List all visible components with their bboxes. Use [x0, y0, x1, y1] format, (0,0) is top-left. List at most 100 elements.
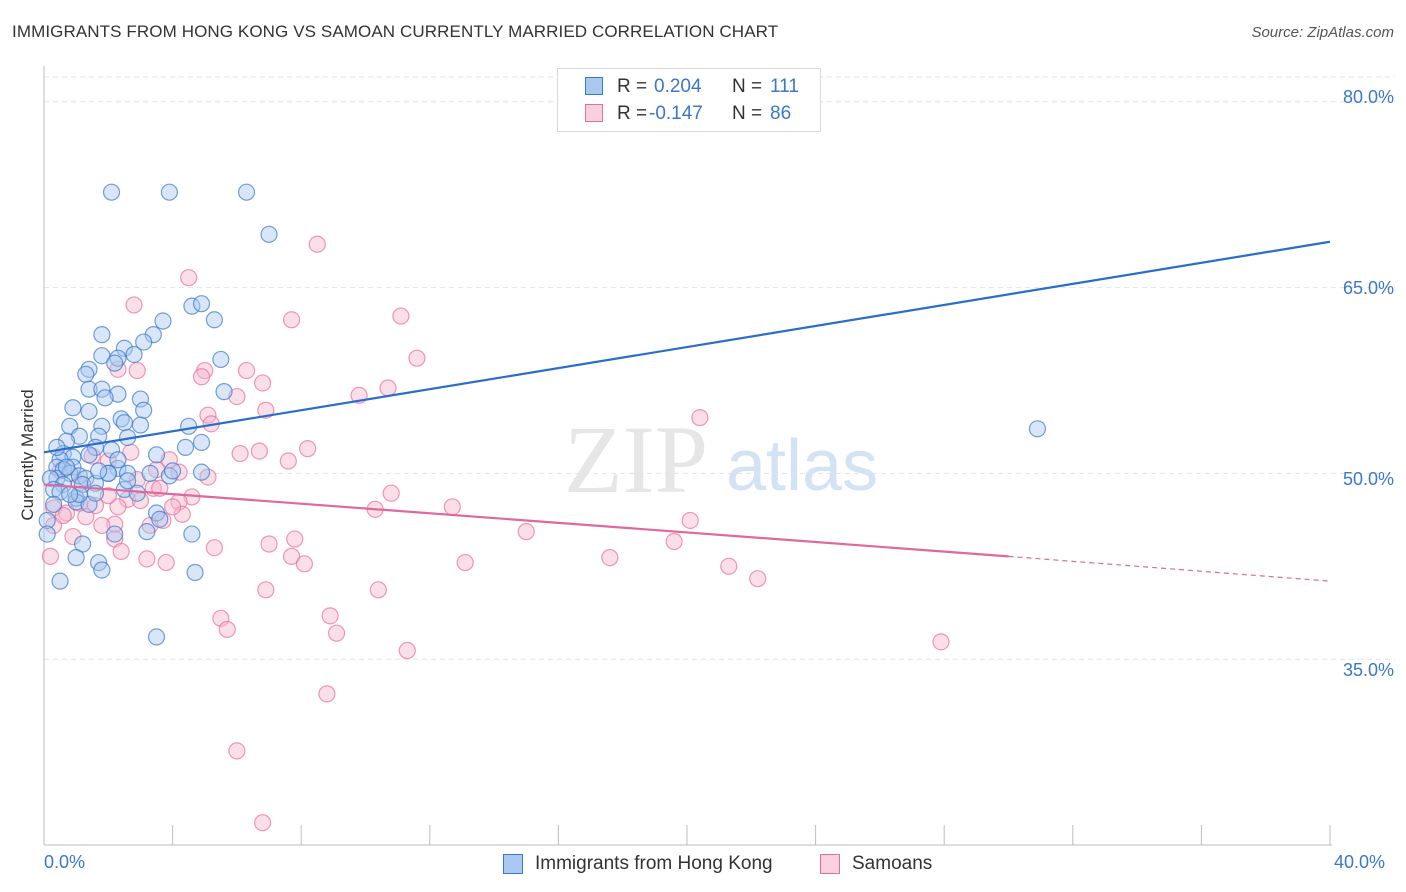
samoans-point: [228, 387, 246, 406]
samoans-point: [279, 452, 297, 470]
hong-kong-point: [212, 350, 230, 369]
samoans-point: [106, 515, 124, 533]
samoans-point: [254, 814, 272, 832]
hong-kong-point: [164, 462, 182, 480]
hong-kong-point: [67, 549, 85, 567]
hong-kong-point: [70, 427, 88, 445]
legend-swatch-blue: [585, 77, 603, 95]
hong-kong-point: [135, 333, 153, 351]
hong-kong-point: [109, 459, 127, 478]
samoans-point: [392, 307, 410, 325]
hong-kong-point: [180, 417, 198, 435]
hong-kong-point: [109, 385, 127, 403]
samoans-points: [41, 235, 950, 832]
hong-kong-point: [131, 390, 150, 408]
samoans-point: [157, 553, 175, 572]
source-label: Source: ZipAtlas.com: [1251, 24, 1394, 41]
hong-kong-point: [64, 399, 82, 417]
legend-n-value: 86: [770, 103, 792, 124]
x-tick-label-min: 0.0%: [44, 852, 86, 872]
hong-kong-point: [237, 183, 256, 201]
hong-kong-point: [141, 464, 159, 482]
legend-swatch-blue: [503, 854, 523, 874]
watermark-zip: ZIP: [564, 406, 708, 513]
samoans-point: [86, 496, 105, 515]
hong-kong-point: [93, 326, 111, 344]
samoans-point: [125, 296, 143, 314]
legend-swatch-pink: [820, 854, 840, 874]
hong-kong-point: [151, 510, 169, 528]
hong-kong-point: [106, 354, 124, 372]
samoans-point: [398, 641, 416, 660]
hong-kong-point: [183, 525, 201, 543]
series-legend-hong-kong: Immigrants from Hong Kong: [503, 853, 803, 877]
hong-kong-point: [96, 389, 114, 407]
samoans-point: [286, 530, 304, 548]
samoans-point: [254, 374, 272, 392]
y-axis-label: Currently Married: [18, 389, 37, 521]
legend-row-blue: R = 0.204 N = 111: [558, 74, 820, 100]
hong-kong-point: [115, 339, 133, 357]
hong-kong-point: [160, 467, 178, 485]
hong-kong-point: [176, 438, 195, 456]
samoans-point: [205, 539, 223, 557]
hong-kong-point: [109, 349, 127, 367]
legend-n-label: N =: [732, 103, 763, 124]
hong-kong-point: [80, 380, 98, 398]
samoans-point: [379, 379, 397, 397]
legend-n-value: 111: [770, 76, 799, 97]
samoans-point: [170, 463, 188, 481]
hong-kong-point: [93, 417, 111, 435]
samoans-point: [180, 269, 198, 287]
samoans-point: [681, 511, 699, 530]
hong-kong-point: [57, 458, 76, 476]
samoans-point: [720, 557, 738, 575]
samoans-point: [237, 361, 256, 380]
hong-kong-point: [51, 572, 69, 590]
samoans-point: [257, 401, 275, 419]
samoans-point: [295, 555, 314, 573]
legend-r-label: R =: [617, 103, 648, 124]
legend-r-value: 0.204: [654, 76, 702, 97]
samoans-point: [257, 581, 275, 599]
samoans-point: [218, 620, 236, 639]
hong-kong-point: [154, 312, 172, 330]
samoans-point: [57, 504, 76, 522]
samoans-point: [382, 484, 400, 502]
hong-kong-point: [205, 311, 223, 329]
samoans-point: [443, 498, 461, 516]
legend-r-label: R =: [617, 76, 648, 97]
hong-kong-trend-line: [43, 240, 1331, 454]
hong-kong-point: [192, 433, 211, 452]
samoans-point: [749, 570, 767, 588]
samoans-point: [282, 311, 301, 329]
series-name: Samoans: [852, 853, 933, 874]
hong-kong-point: [80, 446, 98, 464]
samoans-point: [601, 549, 619, 567]
samoans-trend-line: [43, 483, 1009, 558]
y-tick-label: 65.0%: [1342, 278, 1394, 298]
samoans-point: [250, 442, 269, 460]
samoans-point: [665, 532, 683, 551]
samoans-point: [128, 361, 146, 380]
hong-kong-point: [102, 183, 121, 201]
x-tick-label-max: 40.0%: [1334, 852, 1386, 872]
samoans-point: [93, 516, 111, 535]
samoans-point: [54, 506, 72, 525]
hong-kong-point: [48, 438, 66, 456]
samoans-point: [691, 409, 709, 427]
hong-kong-point: [80, 402, 98, 421]
trend-lines: [43, 240, 1331, 582]
y-tick-label: 35.0%: [1342, 660, 1394, 680]
hong-kong-point: [64, 448, 82, 466]
hong-kong-point: [115, 414, 133, 432]
samoans-point: [192, 368, 211, 386]
samoans-point: [318, 685, 336, 703]
samoans-point: [321, 607, 339, 625]
samoans-point: [327, 624, 346, 642]
samoans-point: [164, 498, 182, 516]
hong-kong-point: [61, 485, 79, 504]
samoans-point: [369, 581, 387, 599]
samoans-point: [99, 487, 117, 505]
